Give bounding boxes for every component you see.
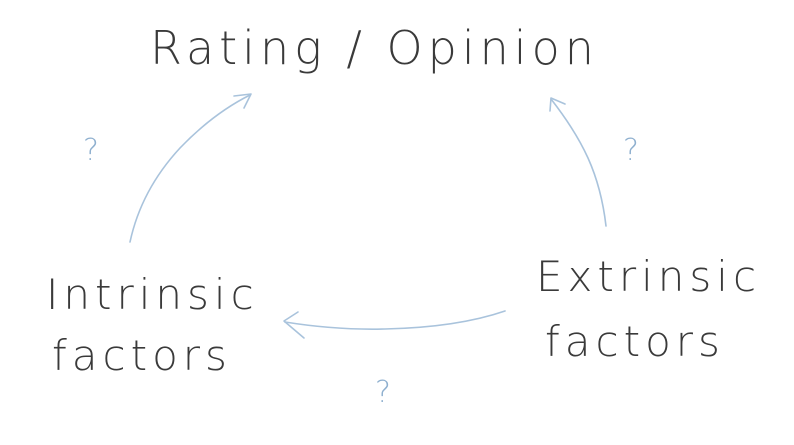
node-extrinsic-factors: Extrinsic factors <box>536 252 761 366</box>
arrow-intrinsic-to-rating <box>129 93 252 243</box>
node-intrinsic-line-1: Intrinsic <box>46 270 259 319</box>
node-intrinsic-line-2: factors <box>52 331 232 380</box>
arrow-extrinsic-to-intrinsic-shaft <box>284 310 506 330</box>
node-extrinsic-line-1: Extrinsic <box>536 252 761 301</box>
node-rating-opinion: Rating / Opinion <box>150 21 599 75</box>
arrow-intrinsic-to-rating-shaft <box>129 94 251 243</box>
arrow-extrinsic-to-intrinsic-head <box>283 311 305 339</box>
node-extrinsic-line-2: factors <box>545 317 725 366</box>
question-mark-bottom: ? <box>375 375 391 410</box>
question-mark-right: ? <box>623 133 639 168</box>
arrow-extrinsic-to-rating-head <box>549 97 566 112</box>
arrow-extrinsic-to-rating <box>549 97 607 227</box>
question-mark-left: ? <box>83 133 99 168</box>
arrow-intrinsic-to-rating-head <box>233 93 252 109</box>
node-intrinsic-factors: Intrinsic factors <box>46 270 259 380</box>
arrow-extrinsic-to-intrinsic <box>283 310 506 339</box>
arrow-extrinsic-to-rating-shaft <box>550 98 607 227</box>
